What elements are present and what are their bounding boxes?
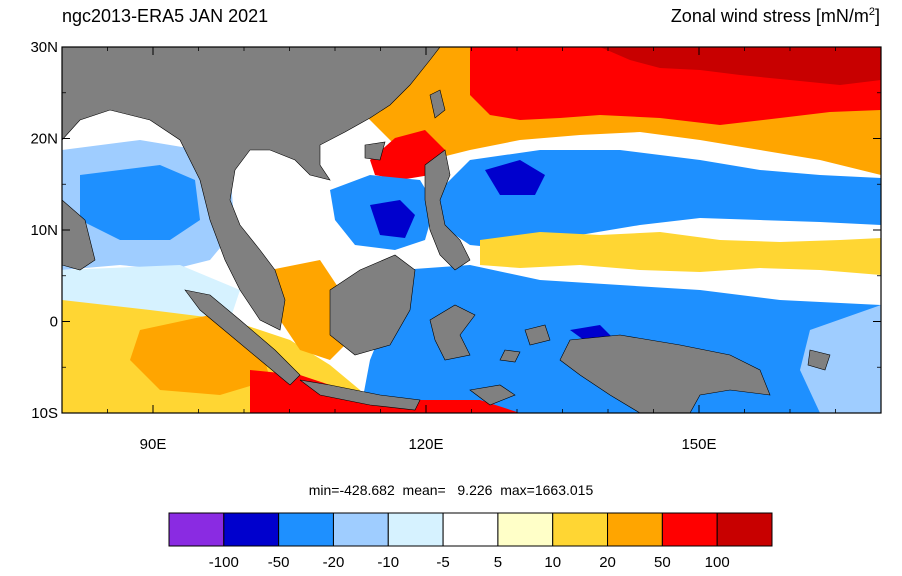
- land-borneo: [329, 254, 416, 356]
- colorbar-swatch: [223, 512, 280, 547]
- colorbar-label: 20: [599, 554, 616, 571]
- colorbar-label: -5: [436, 554, 449, 571]
- land-hainan: [364, 141, 386, 161]
- land-seram: [499, 349, 521, 363]
- strong-negative-region-central: [485, 160, 545, 195]
- land-halmahera: [524, 324, 551, 346]
- wind-stress-field: [62, 47, 881, 413]
- colorbar-swatch: [332, 512, 389, 547]
- colorbar-label: 10: [544, 554, 561, 571]
- colorbar-swatch: [607, 512, 663, 547]
- plot-title-left: ngc2013-ERA5 JAN 2021: [62, 6, 269, 26]
- colorbar-swatch: [278, 512, 334, 547]
- land-india-tip: [62, 199, 96, 271]
- statistics-line: min=-428.682 mean= 9.226 max=1663.015: [308, 482, 594, 498]
- weak-negative-region-east: [800, 305, 881, 413]
- land-masses: [62, 47, 831, 413]
- colorbar-label: 100: [705, 554, 730, 571]
- colorbar-swatch: [716, 512, 773, 547]
- land-timor: [469, 384, 516, 406]
- colorbar-swatch: [497, 512, 554, 547]
- colorbar-swatch: [661, 512, 718, 547]
- land-java: [299, 379, 421, 411]
- lat-tick-label: 20N: [30, 131, 58, 148]
- map-plot-area: [62, 47, 881, 413]
- land-philippines: [424, 149, 471, 271]
- title-units-close: ]: [874, 6, 880, 26]
- strong-negative-region-scs: [370, 200, 415, 238]
- colorbar-label: -20: [323, 554, 345, 571]
- colorbar-swatch: [387, 512, 444, 547]
- longitude-axis: 90E 120E 150E: [140, 47, 717, 453]
- colorbar-label: 50: [654, 554, 671, 571]
- title-units-text: Zonal wind stress [mN/m: [670, 6, 869, 26]
- colorbar-swatch: [442, 512, 499, 547]
- colorbar-label: 5: [494, 554, 502, 571]
- colorbar: -100 -50 -20 -10 -5 5 10 20 50 100: [168, 512, 773, 571]
- land-new-britain: [807, 349, 831, 371]
- lat-tick-label: 30N: [30, 39, 58, 56]
- lon-tick-label: 120E: [408, 436, 443, 453]
- land-taiwan: [429, 89, 446, 119]
- land-sulawesi: [429, 304, 476, 361]
- lat-tick-label: 0: [50, 314, 58, 331]
- minor-ticks: [61, 46, 882, 414]
- lon-tick-label: 150E: [681, 436, 716, 453]
- max-positive-region-north: [600, 47, 881, 85]
- colorbar-swatch: [552, 512, 609, 547]
- positive-band-equatorial: [480, 232, 881, 275]
- max-positive-region-java: [250, 370, 520, 413]
- land-new-guinea: [559, 334, 771, 413]
- colorbar-label: -10: [377, 554, 399, 571]
- lat-tick-label: 10S: [31, 405, 58, 422]
- colorbar-label: -100: [209, 554, 239, 571]
- colorbar-label: -50: [268, 554, 290, 571]
- title-units-sup: 2: [868, 6, 875, 18]
- plot-title-right: Zonal wind stress [mN/m2]: [671, 6, 880, 27]
- negative-region-bay-of-bengal: [80, 165, 200, 240]
- colorbar-swatch: [168, 512, 225, 547]
- lat-tick-label: 10N: [30, 222, 58, 239]
- land-asia-mainland: [62, 47, 441, 331]
- lon-tick-label: 90E: [140, 436, 167, 453]
- land-sumatra: [184, 289, 301, 386]
